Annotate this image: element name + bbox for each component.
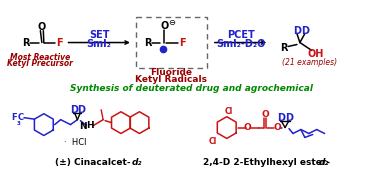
Text: d₂: d₂ [318, 158, 329, 167]
Text: Most Reactive: Most Reactive [10, 53, 70, 62]
Text: O: O [273, 123, 281, 132]
Text: 3: 3 [17, 121, 21, 126]
Text: SmI₂: SmI₂ [87, 38, 112, 49]
Text: D: D [285, 113, 293, 123]
Text: D: D [70, 105, 79, 115]
Text: N: N [79, 122, 86, 131]
Text: d₂: d₂ [132, 158, 142, 167]
Text: 2,4-D 2-Ethylhexyl ester-: 2,4-D 2-Ethylhexyl ester- [203, 158, 330, 167]
Text: Ketyl Radicals: Ketyl Radicals [135, 75, 208, 84]
Text: Cl: Cl [225, 107, 233, 116]
Text: PCET: PCET [227, 30, 254, 40]
Text: C: C [18, 113, 24, 122]
Text: O: O [243, 123, 251, 132]
Text: Synthesis of deuterated drug and agrochemical: Synthesis of deuterated drug and agroche… [70, 84, 313, 93]
Text: Fluoride: Fluoride [150, 68, 192, 77]
Text: ⊖: ⊖ [168, 18, 175, 27]
Text: ·  HCl: · HCl [64, 138, 87, 147]
Text: SmI₂-D₂O: SmI₂-D₂O [216, 38, 265, 49]
Text: SET: SET [89, 30, 110, 40]
Text: F: F [11, 113, 17, 122]
Text: Cl: Cl [209, 137, 217, 146]
Text: D: D [77, 105, 85, 115]
Text: O: O [262, 110, 269, 119]
Text: O: O [38, 22, 46, 32]
Text: O: O [160, 21, 169, 31]
Bar [136, 17, 207, 68]
Text: D: D [277, 113, 285, 123]
Text: D: D [293, 26, 301, 36]
Text: F: F [179, 38, 186, 48]
Text: (21 examples): (21 examples) [282, 58, 337, 67]
Text: F: F [56, 38, 63, 48]
Text: R: R [22, 38, 30, 48]
Text: R: R [280, 43, 288, 54]
Text: H: H [87, 121, 94, 130]
Text: R: R [144, 38, 151, 48]
Text: (±) Cinacalcet-: (±) Cinacalcet- [56, 158, 131, 167]
Text: OH: OH [308, 49, 324, 59]
Text: D: D [301, 26, 309, 36]
Text: Ketyl Precursor: Ketyl Precursor [7, 59, 73, 68]
